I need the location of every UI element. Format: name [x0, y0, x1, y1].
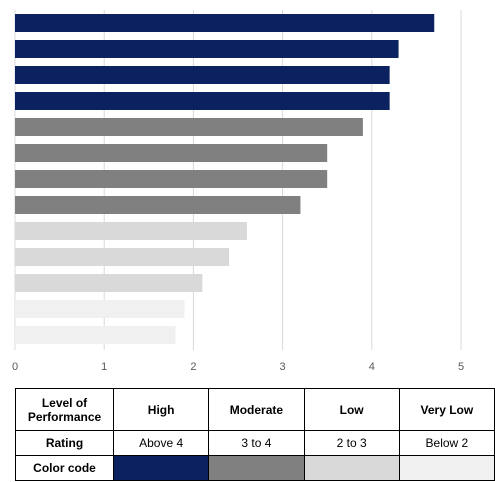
bar-7 — [15, 170, 328, 188]
bar-10 — [15, 248, 230, 266]
bars — [15, 14, 435, 344]
rating-high: Above 4 — [112, 430, 210, 456]
x-tick-label-1: 1 — [101, 361, 107, 373]
x-tick-label-3: 3 — [280, 361, 286, 373]
bar-9 — [15, 222, 247, 240]
level-header-line-1: Level of — [41, 395, 88, 410]
level-low: Low — [303, 388, 400, 431]
x-axis-tick-labels: 0 1 2 3 4 5 — [12, 361, 464, 373]
x-tick-label-2: 2 — [190, 361, 196, 373]
color-swatch-moderate — [208, 455, 305, 481]
bar-1 — [15, 14, 435, 32]
bar-13 — [15, 326, 176, 344]
rating-moderate: 3 to 4 — [208, 430, 305, 456]
bar-chart: 0 1 2 3 4 5 — [12, 10, 464, 373]
level-of-performance-header: Level of Performance — [15, 388, 114, 431]
color-code-header: Color code — [15, 455, 114, 481]
color-swatch-high — [112, 455, 210, 481]
level-high: High — [112, 388, 210, 431]
bar-4 — [15, 92, 390, 110]
rating-header: Rating — [15, 430, 114, 456]
x-tick-label-4: 4 — [369, 361, 375, 373]
x-tick-label-5: 5 — [458, 361, 464, 373]
bar-8 — [15, 196, 301, 214]
performance-legend-table: Level of Performance High Moderate Low V… — [15, 388, 495, 481]
x-tick-label-0: 0 — [12, 361, 18, 373]
rating-very-low: Below 2 — [398, 430, 495, 456]
bar-12 — [15, 300, 185, 318]
bar-3 — [15, 66, 390, 84]
bar-5 — [15, 118, 363, 136]
color-swatch-low — [303, 455, 400, 481]
bar-6 — [15, 144, 328, 162]
bar-2 — [15, 40, 399, 58]
level-very-low: Very Low — [398, 388, 495, 431]
rating-low: 2 to 3 — [303, 430, 400, 456]
color-code-row: Color code — [15, 455, 495, 481]
level-moderate: Moderate — [208, 388, 305, 431]
bar-11 — [15, 274, 203, 292]
color-swatch-very-low — [398, 455, 495, 481]
rating-row: Rating Above 4 3 to 4 2 to 3 Below 2 — [15, 430, 495, 456]
level-of-performance-row: Level of Performance High Moderate Low V… — [15, 388, 495, 431]
level-header-line-2: Performance — [27, 409, 102, 424]
